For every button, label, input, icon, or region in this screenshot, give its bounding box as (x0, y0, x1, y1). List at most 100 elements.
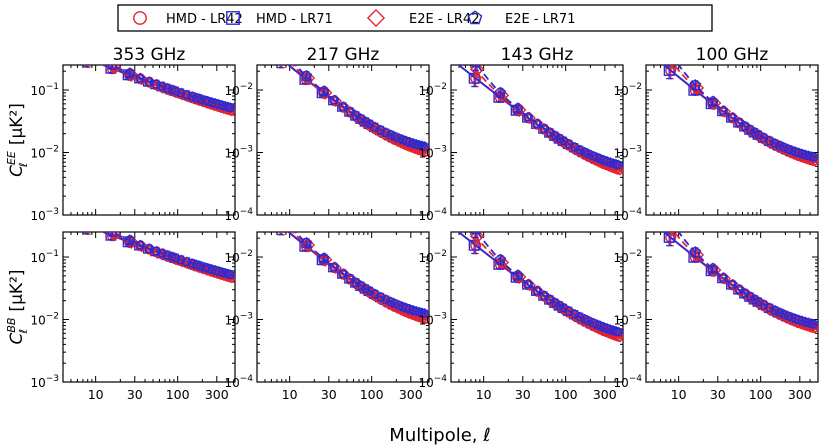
series-group (83, 232, 235, 284)
model-curve (677, 232, 818, 326)
data-point (317, 85, 333, 100)
y-tick-label: 10−3 (613, 145, 642, 161)
y-tick-label: 10−1 (30, 82, 59, 98)
panel-title: 143 GHz (501, 45, 574, 65)
data-point (727, 278, 738, 289)
data-point (345, 106, 356, 116)
y-tick-label: 10−2 (224, 82, 253, 98)
legend-label: E2E - LR71 (505, 12, 575, 27)
data-point (207, 265, 221, 279)
data-point (663, 65, 675, 76)
data-point (740, 288, 751, 298)
legend-frame (117, 4, 713, 32)
legend-label: E2E - LR42 (409, 12, 479, 27)
y-tick-label: 10−2 (30, 145, 59, 161)
data-point (545, 294, 556, 304)
panel-title: 353 GHz (113, 45, 186, 65)
data-point (419, 308, 429, 318)
data-point (511, 269, 527, 285)
data-point (364, 118, 375, 129)
x-tick-label: 10 (282, 387, 298, 402)
data-point (191, 92, 202, 103)
data-point (277, 214, 289, 226)
x-tick-label: 300 (205, 387, 229, 402)
panel-frame (450, 231, 624, 383)
data-point (550, 130, 561, 141)
legend: HMD - LR42 HMD - LR71 E2E - LR42 E2E - LR71 (117, 4, 713, 32)
data-point (225, 102, 235, 112)
y-tick-label: 10−4 (418, 374, 447, 390)
data-point (176, 87, 187, 98)
data-point (511, 102, 527, 118)
series-group (662, 215, 818, 334)
data-point (759, 299, 770, 309)
data-point (356, 113, 367, 124)
data-point (280, 65, 283, 66)
x-tick-label: 100 (166, 387, 190, 402)
x-axis-label: Multipole, ℓ (389, 425, 490, 446)
data-point (666, 215, 676, 225)
x-tick-label: 100 (360, 387, 384, 402)
data-point (300, 236, 313, 249)
data-point (144, 76, 155, 86)
y-tick-label: 10−3 (418, 145, 447, 161)
y-tick-label: 10−3 (224, 312, 253, 328)
data-point (275, 222, 285, 232)
data-point (135, 72, 146, 83)
panel-frame (256, 64, 430, 216)
data-point (123, 67, 136, 79)
data-point (135, 239, 146, 250)
panel-1-2: 10 30 100 300 10−4 10−3 10−2 (418, 231, 624, 402)
data-point (734, 284, 745, 294)
data-point (706, 262, 719, 274)
data-point (727, 111, 738, 122)
data-point (745, 291, 756, 301)
data-point (727, 279, 740, 292)
data-point (570, 308, 581, 319)
data-point (419, 141, 429, 151)
data-point (706, 262, 722, 278)
y-tick-label: 10−3 (613, 312, 642, 328)
data-point (83, 54, 93, 64)
panel-title: 217 GHz (307, 45, 380, 65)
data-point (356, 280, 367, 291)
series-group (277, 47, 429, 158)
data-point (558, 302, 569, 313)
data-point (511, 269, 524, 281)
data-point (718, 105, 731, 118)
series-group (457, 232, 623, 343)
panel-frame (62, 64, 236, 216)
data-point (329, 261, 340, 272)
data-point (471, 65, 481, 68)
data-point (734, 117, 745, 127)
data-point (280, 232, 283, 233)
data-point (727, 112, 740, 125)
data-point (338, 268, 349, 278)
data-point (151, 246, 165, 259)
data-point (300, 70, 316, 86)
data-point (376, 291, 387, 302)
panel-0-0: 10−3 10−2 10−1 (30, 54, 236, 223)
data-point (545, 127, 556, 137)
data-point (300, 237, 316, 253)
data-point (277, 47, 289, 59)
x-tick-label: 300 (788, 387, 812, 402)
model-curve (294, 232, 429, 316)
panel-frame (645, 231, 819, 383)
model-curve (476, 65, 623, 168)
data-point (494, 255, 510, 270)
x-tick-label: 10 (88, 387, 104, 402)
data-point (559, 303, 572, 316)
data-point (550, 297, 561, 308)
data-point (706, 95, 719, 107)
data-point (689, 247, 705, 263)
data-point (191, 259, 202, 270)
x-tick-label: 30 (710, 387, 726, 402)
data-point (176, 254, 187, 265)
data-point (351, 110, 362, 120)
data-point (689, 246, 702, 258)
data-point (669, 65, 675, 68)
y-axis-label: CEEℓ [μK²] (5, 103, 30, 177)
data-point (663, 232, 675, 243)
